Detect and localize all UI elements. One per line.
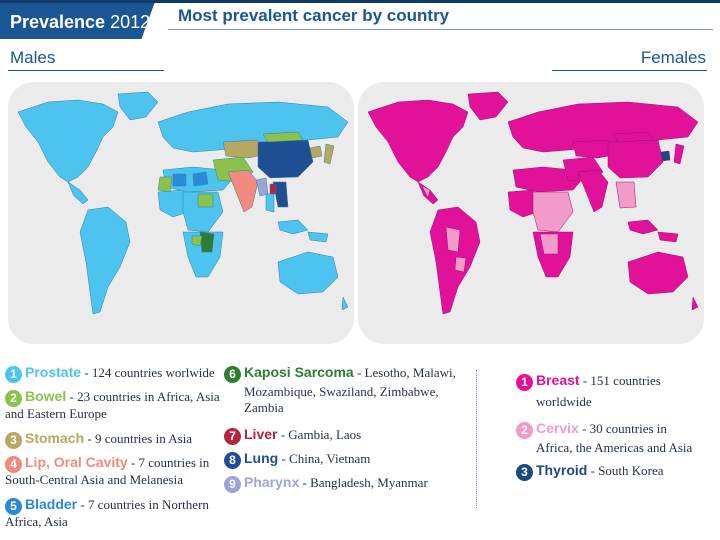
legend-badge: 4 xyxy=(5,456,22,473)
legend-badge: 2 xyxy=(5,390,22,407)
females-rule xyxy=(552,70,707,71)
legend-desc: - China, Vietnam xyxy=(278,451,371,466)
legend-desc: - 7 countries in xyxy=(127,455,210,470)
legend-cont: worldwide xyxy=(536,394,592,409)
legend-females: 1 Breast - 151 countries worldwide 2 Cer… xyxy=(516,372,716,484)
legend-cont: Africa, the Americas and Asia xyxy=(536,440,693,455)
legend-badge: 7 xyxy=(224,428,241,445)
legend-name: Pharynx xyxy=(244,474,300,490)
females-label: Females xyxy=(640,48,706,67)
legend-cont: South-Central Asia and Melanesia xyxy=(5,472,183,487)
legend-males-col2: 6 Kaposi Sarcoma - Lesotho, Malawi, Moza… xyxy=(224,364,464,496)
legend-name: Bladder xyxy=(25,496,78,512)
legend-cont: Mozambique, Swaziland, Zimbabwe, xyxy=(244,384,439,399)
legend-name: Liver xyxy=(244,426,278,442)
legend-badge: 1 xyxy=(516,374,533,391)
title-banner: Prevalence 2012 xyxy=(0,3,160,39)
legend-name: Bowel xyxy=(25,388,67,404)
males-map-svg xyxy=(8,82,354,344)
legend-cont: Zambia xyxy=(244,400,284,415)
legend-badge: 6 xyxy=(224,366,241,383)
legend-desc: - 30 countries in xyxy=(578,421,667,436)
legend-cont: Africa, Asia xyxy=(5,514,68,529)
legend-desc: - Bangladesh, Myanmar xyxy=(299,475,428,490)
legend-desc: - South Korea xyxy=(587,463,664,478)
legend-name: Cervix xyxy=(536,420,579,436)
legend-name: Thyroid xyxy=(536,462,588,478)
legend-desc: - 151 countries xyxy=(579,373,661,388)
legend-badge: 2 xyxy=(516,422,533,439)
legend-males-col1: 1 Prostate - 124 countries worlwide 2 Bo… xyxy=(5,364,220,529)
legend-cont: and Eastern Europe xyxy=(5,406,107,421)
legend-name: Kaposi Sarcoma xyxy=(244,364,354,380)
males-label: Males xyxy=(10,48,56,67)
legend-name: Prostate xyxy=(25,364,82,380)
legend-desc: - 124 countries worlwide xyxy=(81,365,215,380)
legend-badge: 8 xyxy=(224,452,241,469)
subtitle-rule xyxy=(168,29,713,30)
legend-desc: - Lesotho, Malawi, xyxy=(353,365,456,380)
females-map xyxy=(358,82,704,344)
legend-name: Lip, Oral Cavity xyxy=(25,454,128,470)
legend-badge: 9 xyxy=(224,476,241,493)
males-rule xyxy=(8,70,164,71)
legend-divider xyxy=(476,370,477,508)
legend-desc: - 7 countries in Northern xyxy=(77,497,209,512)
legend-desc: - 9 countries in Asia xyxy=(84,431,193,446)
females-map-svg xyxy=(358,82,704,344)
legend-desc: - Gambia, Laos xyxy=(277,427,362,442)
banner-title: Prevalence 2012 xyxy=(10,12,151,32)
legend-name: Breast xyxy=(536,372,580,388)
legend-badge: 3 xyxy=(516,464,533,481)
page-subtitle: Most prevalent cancer by country xyxy=(178,6,450,25)
top-rule xyxy=(0,0,720,3)
legend-desc: - 23 countries in Africa, Asia xyxy=(66,389,220,404)
legend-badge: 5 xyxy=(5,498,22,515)
legend-name: Lung xyxy=(244,450,279,466)
legend-badge: 3 xyxy=(5,432,22,449)
legend-name: Stomach xyxy=(25,430,85,446)
legend-badge: 1 xyxy=(5,366,22,383)
males-map xyxy=(8,82,354,344)
